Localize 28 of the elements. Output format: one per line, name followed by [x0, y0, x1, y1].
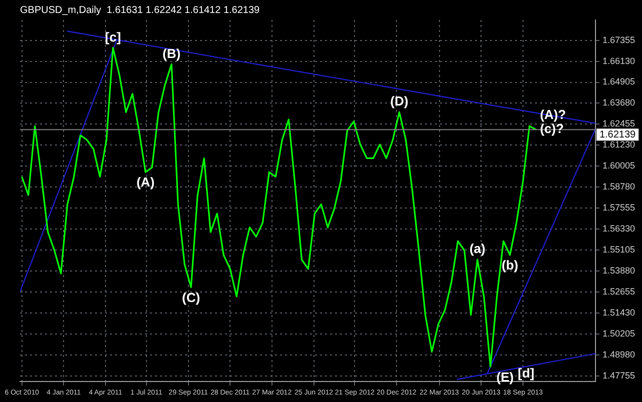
annotation: (D) — [390, 94, 408, 109]
annotation: (C) — [182, 290, 200, 305]
ref-line-label: 1.62139 — [599, 129, 636, 140]
y-tick-label: 1.56330 — [602, 224, 636, 234]
y-tick-label: 1.64905 — [602, 76, 636, 87]
chart-title: GBPUSD_m,Daily 1.61631 1.62242 1.61412 1.62139 — [20, 4, 260, 16]
y-tick-label: 1.48980 — [602, 350, 636, 360]
y-tick-label: 1.55105 — [602, 244, 636, 255]
annotation: (b) — [502, 258, 518, 273]
y-tick-label: 1.58780 — [602, 182, 636, 192]
y-tick-label: 1.52655 — [602, 286, 636, 297]
y-tick-label: 1.66130 — [602, 56, 636, 66]
y-tick-label: 1.62455 — [602, 118, 636, 129]
annotation: (A) — [136, 174, 155, 190]
annotation: (E) — [496, 369, 514, 384]
y-tick-label: 1.60005 — [602, 160, 636, 171]
y-tick-label: 1.67355 — [602, 34, 636, 45]
y-tick-label: 1.63680 — [602, 98, 636, 108]
y-tick-label: 1.57555 — [602, 202, 636, 213]
annotation: [d] — [518, 365, 534, 380]
y-tick-label: 1.51430 — [602, 308, 636, 318]
y-tick-label: 1.61230 — [602, 140, 636, 150]
y-tick-label: 1.53880 — [602, 266, 636, 276]
y-tick-label: 1.47755 — [602, 370, 636, 381]
annotation: (a) — [469, 241, 486, 256]
annotation: (B) — [162, 46, 181, 61]
y-tick-label: 1.50205 — [602, 328, 636, 339]
annotation: (c)? — [540, 121, 564, 136]
